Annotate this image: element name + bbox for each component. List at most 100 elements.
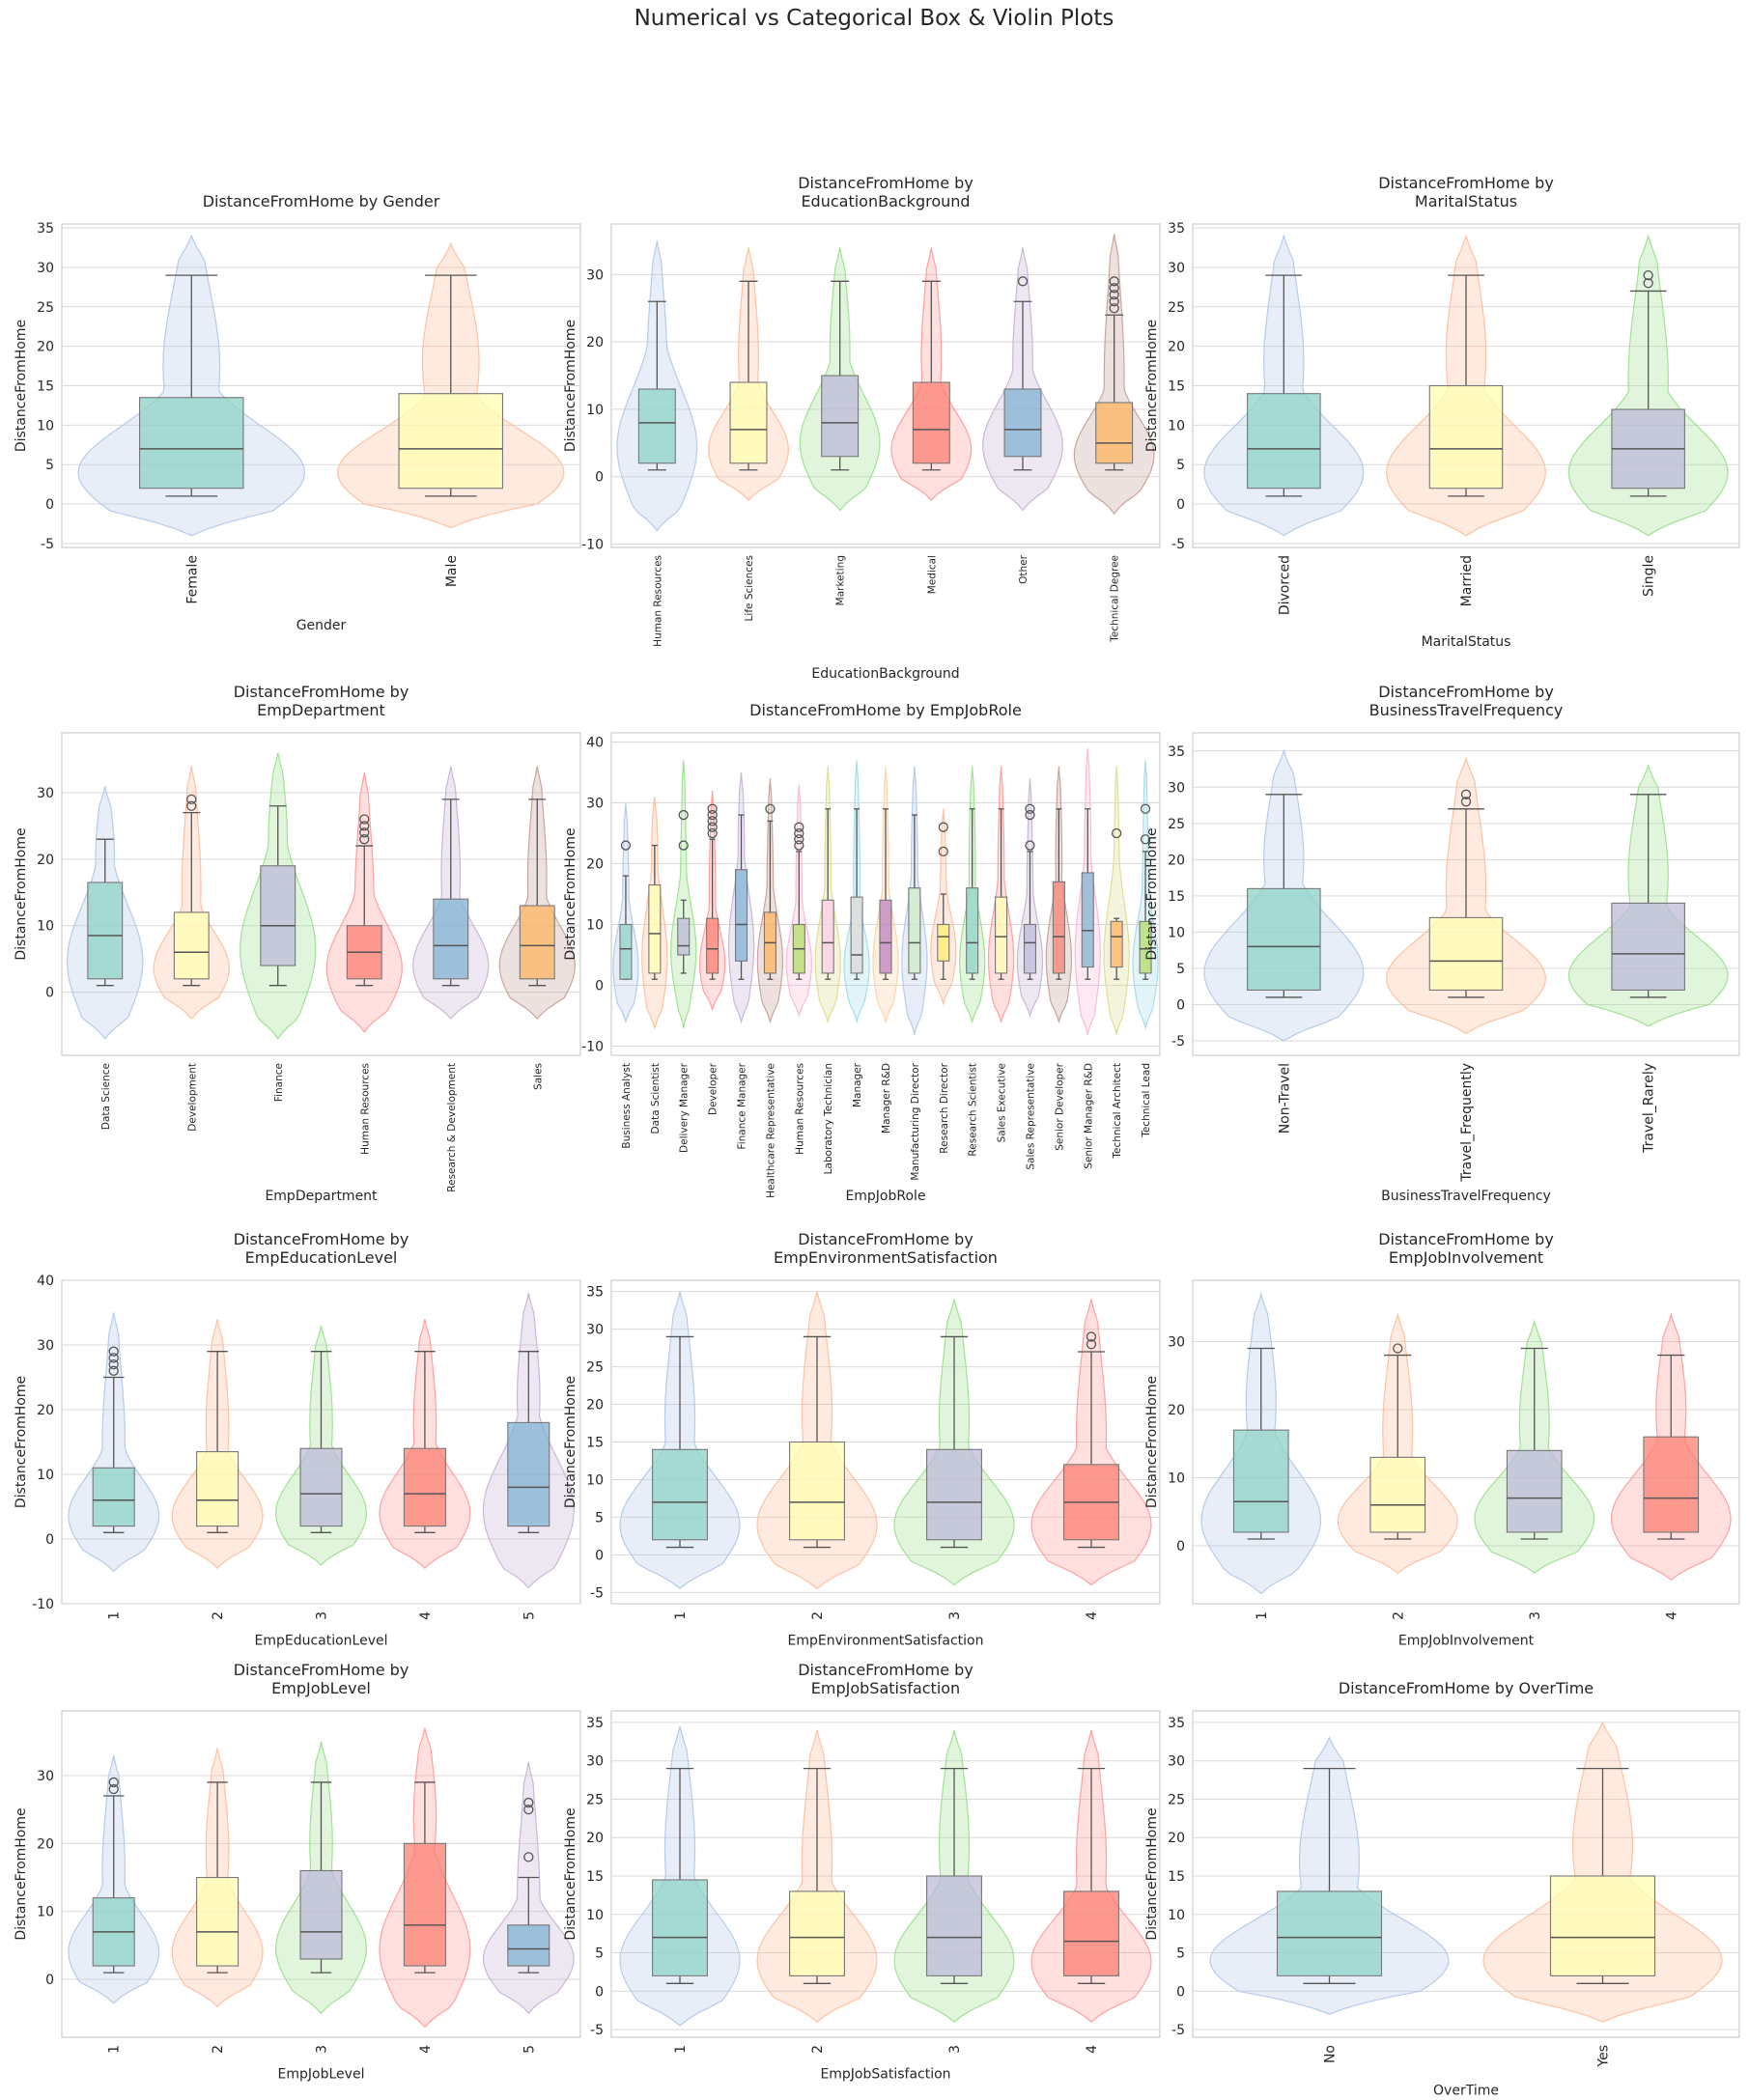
x-tick-label: Finance Manager <box>737 1062 748 1149</box>
panel-title: BusinessTravelFrequency <box>1369 701 1564 719</box>
y-tick-label: 25 <box>1168 1792 1185 1807</box>
x-tick-label: Technical Degree <box>1110 555 1121 643</box>
x-tick-label: Travel_Rarely <box>1642 1063 1657 1154</box>
y-tick-label: 30 <box>37 1338 54 1354</box>
y-axis-label: DistanceFromHome <box>14 1376 29 1508</box>
y-axis-label: DistanceFromHome <box>563 827 578 960</box>
y-tick-label: 35 <box>586 1716 604 1731</box>
panel-12: -5 0 5 10 15 20 25 30 35 No Yes DistanceFromHome by… <box>1144 1679 1740 2099</box>
box-11 <box>908 887 921 974</box>
outlier-point <box>794 827 804 839</box>
outlier-point <box>1643 278 1653 289</box>
x-tick-label: Sales Representative <box>1025 1063 1036 1170</box>
y-tick-label: 25 <box>586 1792 604 1807</box>
outlier-point <box>1109 283 1119 294</box>
y-tick-label: 30 <box>1168 261 1185 276</box>
panel-title: DistanceFromHome by Gender <box>203 192 440 210</box>
box-4 <box>403 1447 446 1527</box>
y-tick-label: 20 <box>37 853 54 868</box>
outlier-point <box>794 822 804 832</box>
outlier-point <box>707 816 718 826</box>
y-tick-label: 35 <box>37 221 54 237</box>
y-tick-label: 5 <box>595 1510 604 1526</box>
y-tick-label: 20 <box>586 1831 604 1846</box>
panel-1: -5 0 5 10 15 20 25 30 35 Female Male DistanceFromHo… <box>14 192 581 633</box>
outlier-point <box>1086 1339 1097 1350</box>
outlier-point <box>1140 834 1151 845</box>
box-1 <box>1276 1890 1383 1976</box>
y-tick-label: 10 <box>1168 1471 1185 1487</box>
outlier-point <box>1460 797 1472 807</box>
y-tick-label: 20 <box>37 340 54 355</box>
y-tick-label: 35 <box>1168 221 1185 237</box>
figure-title: Numerical vs Categorical Box & Violin Pl… <box>635 6 1114 31</box>
x-tick-label: Development <box>186 1063 198 1132</box>
panel-2: -10 0 10 20 30 Human Resources Life Sciences Ma… <box>563 174 1161 682</box>
axes-frame <box>610 1710 1161 2038</box>
x-axis-label: BusinessTravelFrequency <box>1381 1189 1551 1204</box>
y-tick-label: 15 <box>37 379 54 395</box>
box-17 <box>1081 872 1094 968</box>
x-axis-label: EmpJobRole <box>845 1189 925 1204</box>
outlier-point <box>186 800 197 811</box>
y-tick-label: 5 <box>1176 962 1185 977</box>
box-13 <box>966 887 979 974</box>
y-tick-label: 0 <box>1176 1539 1185 1554</box>
x-tick-label: 2 <box>211 2045 226 2054</box>
x-tick-label: 4 <box>1085 1611 1100 1620</box>
y-axis-label: DistanceFromHome <box>14 320 29 452</box>
y-tick-label: -10 <box>581 1040 604 1055</box>
box-3 <box>926 1875 982 1976</box>
x-tick-label: 3 <box>315 1611 330 1620</box>
y-tick-label: 25 <box>1168 300 1185 316</box>
y-axis-label: DistanceFromHome <box>1144 827 1160 960</box>
outlier-point <box>1112 827 1122 839</box>
y-tick-label: 15 <box>1168 379 1185 395</box>
x-tick-label: Manager R&D <box>881 1063 892 1134</box>
x-axis-label: EmpJobInvolvement <box>1398 1634 1535 1649</box>
box-18 <box>1110 920 1123 968</box>
x-tick-label: Human Resources <box>359 1063 371 1155</box>
box-19 <box>1139 920 1152 974</box>
outlier-point <box>1643 269 1653 281</box>
y-tick-label: 10 <box>586 918 604 934</box>
box-15 <box>1023 923 1037 974</box>
box-1 <box>1247 393 1321 490</box>
box-4 <box>403 1842 446 1967</box>
outlier-point <box>1086 1331 1097 1342</box>
outlier-point <box>359 827 370 838</box>
y-tick-label: 0 <box>595 979 604 994</box>
panel-title: EmpDepartment <box>257 701 385 719</box>
x-tick-label: 2 <box>211 1611 226 1620</box>
y-tick-label: -5 <box>590 2023 604 2038</box>
panel-title: EmpEnvironmentSatisfaction <box>774 1248 998 1267</box>
panel-title: DistanceFromHome by <box>1378 174 1554 192</box>
y-tick-label: 0 <box>595 1548 604 1563</box>
x-tick-label: 3 <box>1528 1611 1543 1620</box>
y-tick-label: 10 <box>586 1908 604 1923</box>
y-tick-label: 30 <box>37 786 54 801</box>
x-tick-label: 2 <box>1391 1611 1406 1620</box>
axes-frame <box>610 223 1161 548</box>
x-tick-label: 1 <box>107 1611 123 1620</box>
y-tick-label: 5 <box>595 1946 604 1962</box>
x-tick-label: Medical <box>926 555 938 594</box>
x-tick-label: Manager <box>852 1062 863 1107</box>
y-tick-label: 30 <box>1168 780 1185 796</box>
y-tick-label: 5 <box>45 458 54 473</box>
box-1 <box>87 882 124 980</box>
x-tick-label: Other <box>1018 554 1030 583</box>
y-tick-label: -5 <box>1171 2023 1185 2038</box>
box-5 <box>507 1924 550 1967</box>
x-tick-label: Data Scientist <box>650 1063 662 1134</box>
y-tick-label: 0 <box>45 1532 54 1548</box>
panel-4: 0 10 20 30 Data Science Development Finance Hum… <box>14 683 581 1204</box>
box-1 <box>619 923 633 980</box>
y-tick-label: 30 <box>1168 1754 1185 1770</box>
x-tick-label: 1 <box>107 2045 123 2054</box>
outlier-point <box>794 840 804 851</box>
y-tick-label: -5 <box>590 1585 604 1601</box>
y-tick-label: 0 <box>1176 497 1185 513</box>
box-4 <box>912 381 950 464</box>
